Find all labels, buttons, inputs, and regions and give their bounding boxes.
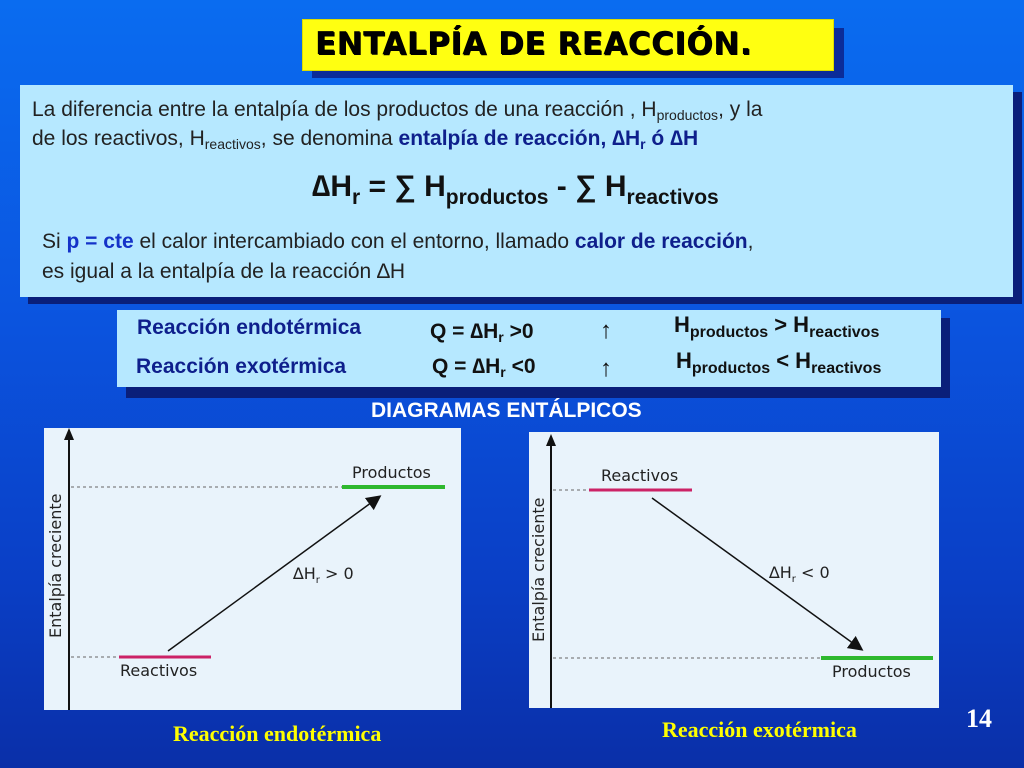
- subscript: reactivos: [626, 186, 719, 209]
- exothermic-caption: Reacción exotérmica: [662, 717, 857, 742]
- definition-text: Si: [42, 230, 67, 253]
- subscript: r: [500, 364, 506, 380]
- reaction-arrow: [651, 497, 864, 651]
- exothermic-diagram: Entalpía creciente Reactivos Productos ∆…: [529, 432, 939, 708]
- definition-text: es igual a la entalpía de la reacción ∆H: [42, 260, 406, 283]
- exothermic-enthalpy-relation: Hproductos < Hreactivos: [676, 348, 881, 378]
- subscript: productos: [689, 324, 769, 341]
- formula-part: Q = ∆H: [430, 320, 499, 343]
- formula-part: H: [676, 348, 692, 373]
- products-label: Productos: [352, 463, 431, 482]
- formula-part: <0: [505, 355, 536, 378]
- diagrams-heading: DIAGRAMAS ENTÁLPICOS: [371, 399, 642, 422]
- formula-part: - ∑ H: [548, 170, 627, 203]
- reactants-label: Reactivos: [601, 466, 678, 485]
- constant-pressure-term: p = cte: [66, 230, 134, 253]
- definition-text: de los reactivos, H: [32, 127, 205, 150]
- delta-h-label: ∆Hr < 0: [768, 563, 830, 585]
- exothermic-condition: Q = ∆Hr <0: [432, 355, 536, 380]
- y-axis-arrowhead: [64, 428, 74, 440]
- subscript: reactivos: [809, 324, 880, 341]
- formula-part: >0: [503, 320, 534, 343]
- definition-line-3: Si p = cte el calor intercambiado con el…: [42, 230, 753, 254]
- formula-part: < H: [770, 348, 812, 373]
- formula-part: Q = ∆H: [432, 355, 501, 378]
- formula-part: ∆H: [312, 170, 353, 203]
- y-axis-label: Entalpía creciente: [46, 494, 65, 638]
- definition-line-1: La diferencia entre la entalpía de los p…: [32, 98, 762, 123]
- subscript: reactivos: [811, 360, 882, 377]
- title-banner: ENTALPÍA DE REACCIÓN.: [302, 19, 834, 71]
- endothermic-condition: Q = ∆Hr >0: [430, 320, 534, 345]
- page-title: ENTALPÍA DE REACCIÓN.: [315, 26, 752, 62]
- exothermic-diagram-svg: Entalpía creciente Reactivos Productos ∆…: [529, 434, 933, 708]
- formula-part: = ∑ H: [360, 170, 446, 203]
- subscript: r: [498, 329, 504, 345]
- reactants-label: Reactivos: [120, 661, 197, 680]
- definition-line-2: de los reactivos, Hreactivos, se denomin…: [32, 127, 698, 152]
- products-label: Productos: [832, 662, 911, 681]
- exothermic-label: Reacción exotérmica: [136, 355, 347, 378]
- formula-part: H: [674, 312, 690, 337]
- definition-term: calor de reacción: [574, 230, 748, 253]
- subscript: r: [640, 136, 646, 152]
- delta-h-label: ∆Hr > 0: [292, 564, 354, 586]
- subscript: productos: [445, 186, 549, 209]
- up-arrow-icon: ↑: [600, 317, 612, 344]
- y-axis-label: Entalpía creciente: [529, 498, 548, 642]
- subscript: reactivos: [204, 136, 261, 152]
- y-axis-arrowhead: [546, 434, 556, 446]
- definition-text: el calor intercambiado con el entorno, l…: [133, 230, 575, 253]
- up-arrow-icon: ↑: [600, 355, 612, 382]
- reactions-box: Reacción endotérmica Q = ∆Hr >0 ↑ Hprodu…: [117, 310, 941, 387]
- subscript: r: [352, 186, 361, 209]
- endothermic-caption: Reacción endotérmica: [173, 721, 382, 746]
- definition-text: La diferencia entre la entalpía de los p…: [32, 98, 657, 121]
- definition-box: La diferencia entre la entalpía de los p…: [20, 85, 1013, 297]
- definition-term: ó ∆H: [645, 127, 699, 150]
- endothermic-diagram: Entalpía creciente Productos Reactivos ∆…: [44, 428, 461, 710]
- definition-text: , se denomina: [260, 127, 399, 150]
- definition-text: ,: [747, 230, 754, 253]
- subscript: productos: [656, 107, 719, 123]
- definition-text: , y la: [718, 98, 763, 121]
- definition-line-4: es igual a la entalpía de la reacción ∆H: [42, 260, 405, 284]
- endothermic-label: Reacción endotérmica: [137, 316, 362, 339]
- subscript: productos: [691, 360, 771, 377]
- enthalpy-formula: ∆Hr = ∑ Hproductos - ∑ Hreactivos: [312, 170, 719, 210]
- endothermic-diagram-svg: Entalpía creciente Productos Reactivos ∆…: [46, 428, 445, 710]
- reaction-arrow: [167, 495, 382, 652]
- definition-term: entalpía de reacción, ∆H: [398, 127, 641, 150]
- endothermic-enthalpy-relation: Hproductos > Hreactivos: [674, 312, 879, 342]
- formula-part: > H: [768, 312, 810, 337]
- page-number: 14: [966, 704, 992, 733]
